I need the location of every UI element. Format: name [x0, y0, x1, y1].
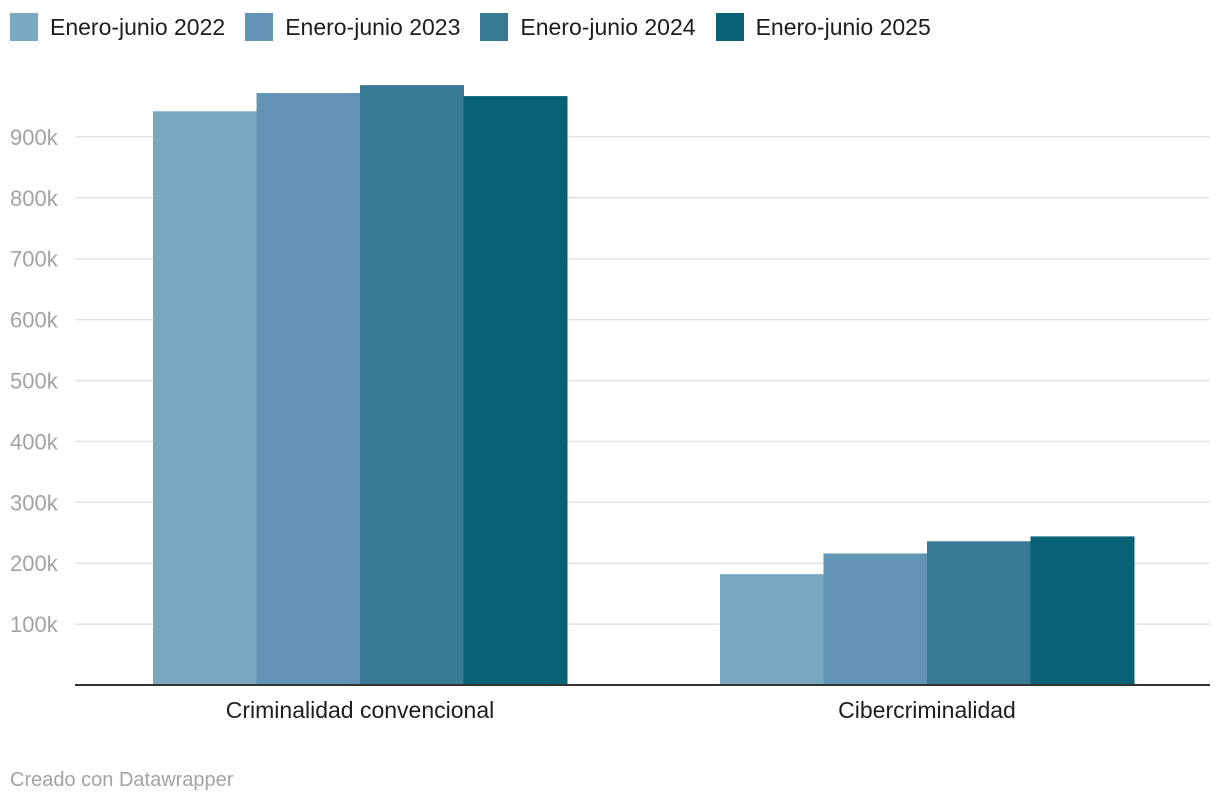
x-category-label: Cibercriminalidad	[838, 697, 1016, 723]
legend-label-2025: Enero-junio 2025	[755, 13, 931, 40]
legend-label-2023: Enero-junio 2023	[285, 13, 461, 40]
x-axis-labels: Criminalidad convencional Cibercriminalid…	[226, 697, 1016, 723]
legend-label-2022: Enero-junio 2022	[50, 13, 226, 40]
y-tick-label: 900k	[10, 125, 59, 150]
legend-swatch-2023	[245, 13, 274, 41]
bar-criminalidad-convencional-2023	[256, 93, 361, 685]
y-tick-label: 800k	[10, 186, 59, 211]
legend-swatch-2025	[715, 13, 744, 41]
legend-swatch-2024	[480, 13, 509, 41]
bar-criminalidad-convencional-2024	[360, 85, 464, 685]
legend-item-2023: Enero-junio 2023	[245, 13, 460, 41]
y-axis-ticks: 100k 200k 300k 400k 500k 600k 700k 800k 900k	[10, 125, 59, 637]
legend-swatch-2022	[10, 13, 38, 41]
y-tick-label: 600k	[10, 308, 59, 333]
legend-label-2024: Enero-junio 2024	[520, 13, 696, 40]
bar-cibercriminalidad-2024	[927, 541, 1031, 685]
bars	[153, 85, 1135, 686]
chart-legend: Enero-junio 2022 Enero-junio 2023 Enero-…	[10, 13, 951, 41]
footer-credit: Creado con Datawrapper	[10, 769, 234, 791]
bar-cibercriminalidad-2025	[1030, 536, 1135, 685]
y-tick-label: 100k	[10, 612, 59, 637]
y-tick-label: 200k	[10, 551, 59, 576]
legend-item-2024: Enero-junio 2024	[480, 13, 696, 41]
bar-criminalidad-convencional-2022	[153, 111, 257, 685]
bar-cibercriminalidad-2022	[720, 574, 824, 685]
bar-cibercriminalidad-2023	[823, 553, 928, 685]
x-category-label: Criminalidad convencional	[226, 697, 494, 723]
y-tick-label: 700k	[10, 247, 59, 272]
legend-item-2022: Enero-junio 2022	[10, 13, 225, 41]
bar-criminalidad-convencional-2025	[463, 96, 568, 686]
y-tick-label: 400k	[10, 429, 59, 454]
legend-item-2025: Enero-junio 2025	[715, 13, 931, 41]
y-tick-label: 300k	[10, 490, 59, 515]
y-tick-label: 500k	[10, 369, 59, 394]
